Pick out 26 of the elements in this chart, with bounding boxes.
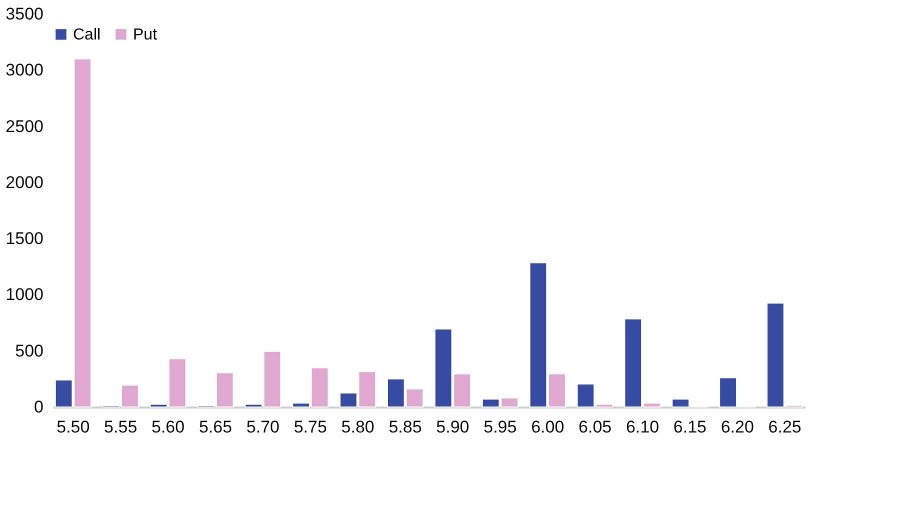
- y-tick-label: 1000: [6, 285, 44, 304]
- x-tick-label: 6.05: [578, 418, 612, 436]
- x-tick-label: 6.15: [673, 418, 706, 436]
- x-tick-label: 6.00: [531, 418, 564, 436]
- y-tick-label: 2500: [6, 116, 44, 136]
- x-tick-label: 5.65: [198, 418, 232, 436]
- y-tick-label: 3500: [6, 4, 44, 24]
- y-tick-label: 500: [15, 341, 44, 360]
- x-tick-label: 5.75: [294, 418, 327, 436]
- x-tick-label: 5.80: [341, 418, 374, 436]
- legend-label: Put: [133, 26, 158, 44]
- y-tick-label: 3000: [6, 60, 44, 80]
- y-tick-label: 0: [34, 398, 44, 416]
- x-tick-label: 5.85: [388, 418, 422, 436]
- x-tick-label: 5.50: [56, 418, 90, 436]
- x-tick-label: 6.10: [626, 418, 660, 436]
- y-tick-label: 1500: [6, 229, 44, 248]
- x-tick-label: 6.25: [768, 418, 802, 436]
- x-tick-label: 5.90: [436, 418, 470, 436]
- x-tick-label: 5.55: [104, 418, 138, 436]
- y-tick-label: 2000: [6, 172, 44, 192]
- x-tick-label: 5.60: [152, 418, 185, 436]
- x-tick-label: 5.95: [484, 418, 517, 436]
- x-tick-label: 5.70: [246, 418, 280, 436]
- x-tick-label: 6.20: [720, 418, 754, 436]
- legend-label: Call: [73, 26, 101, 44]
